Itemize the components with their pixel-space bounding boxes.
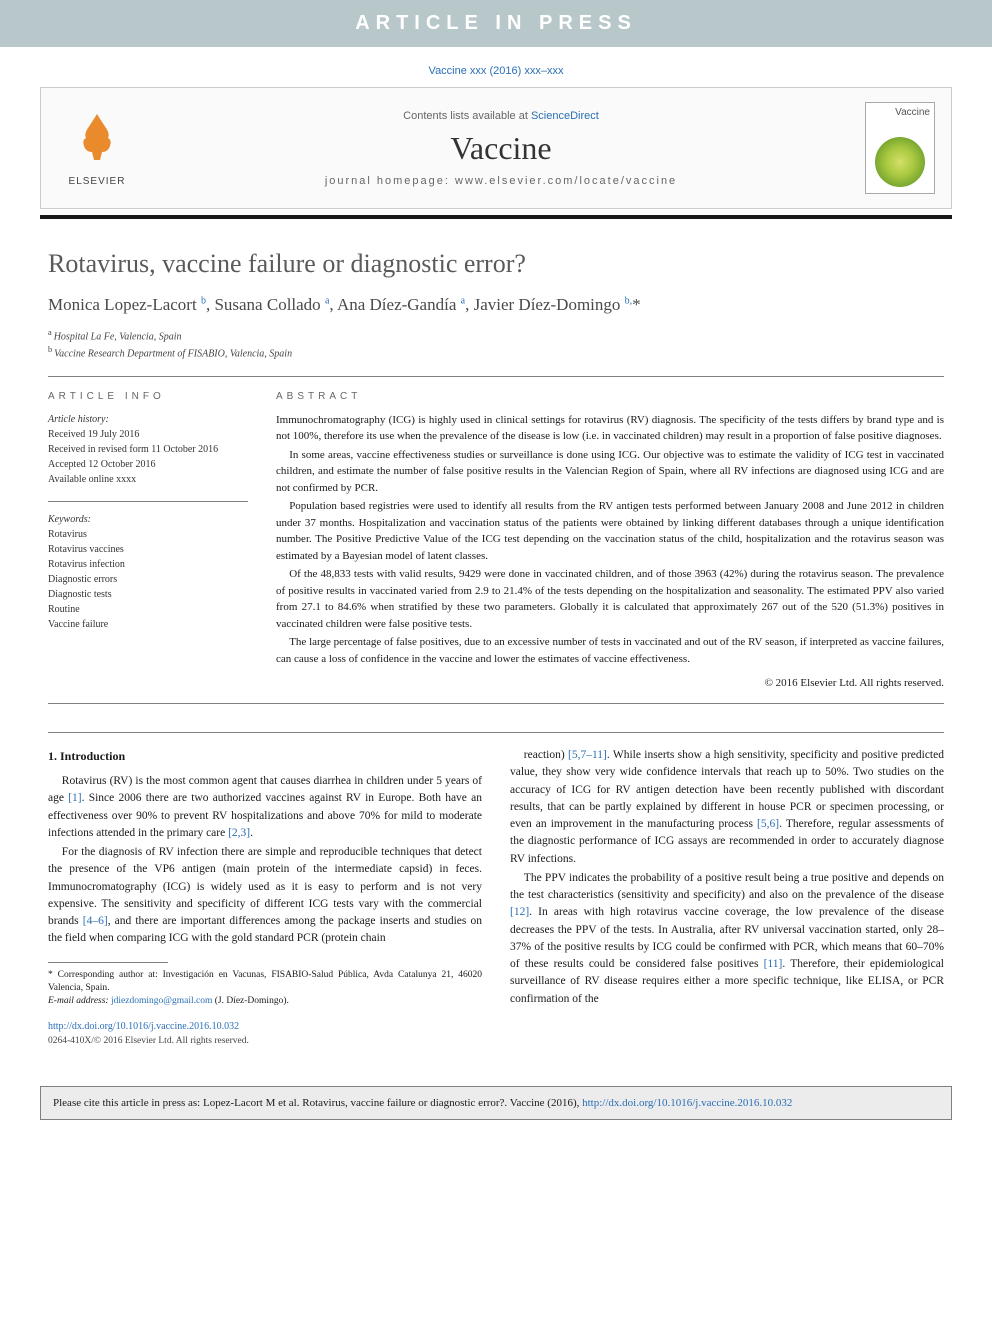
body-col-right: reaction) [5,7–11]. While inserts show a… [510, 747, 944, 1048]
separator [48, 703, 944, 704]
sciencedirect-link[interactable]: ScienceDirect [531, 110, 599, 122]
cite-doi-link[interactable]: http://dx.doi.org/10.1016/j.vaccine.2016… [582, 1097, 792, 1109]
footnote-separator [48, 962, 168, 963]
doi-link[interactable]: http://dx.doi.org/10.1016/j.vaccine.2016… [48, 1021, 239, 1032]
cite-this-box: Please cite this article in press as: Lo… [40, 1086, 952, 1121]
abstract-heading: ABSTRACT [276, 391, 944, 402]
separator [48, 732, 944, 733]
in-press-banner: ARTICLE IN PRESS [0, 0, 992, 47]
article-info-heading: ARTICLE INFO [48, 391, 248, 402]
journal-cover: Vaccine [865, 102, 935, 194]
abstract-text: Immunochromatography (ICG) is highly use… [276, 412, 944, 668]
article-history: Article history: Received 19 July 2016Re… [48, 412, 248, 487]
elsevier-tree-icon [72, 110, 122, 174]
separator [48, 376, 944, 377]
body-col-left: 1. Introduction Rotavirus (RV) is the mo… [48, 747, 482, 1048]
elsevier-logo: ELSEVIER [57, 103, 137, 193]
doi-block: http://dx.doi.org/10.1016/j.vaccine.2016… [48, 1019, 482, 1048]
email-footnote: E-mail address: jdiezdomingo@gmail.com (… [48, 995, 482, 1008]
affiliations: aHospital La Fe, Valencia, SpainbVaccine… [48, 327, 944, 362]
journal-header: ELSEVIER Contents lists available at Sci… [40, 87, 952, 209]
section-heading: 1. Introduction [48, 747, 482, 765]
keywords-block: Keywords: RotavirusRotavirus vaccinesRot… [48, 512, 248, 632]
article-title: Rotavirus, vaccine failure or diagnostic… [48, 249, 944, 279]
abstract-copyright: © 2016 Elsevier Ltd. All rights reserved… [276, 677, 944, 689]
journal-homepage: journal homepage: www.elsevier.com/locat… [137, 175, 865, 187]
email-link[interactable]: jdiezdomingo@gmail.com [111, 996, 212, 1006]
elsevier-name: ELSEVIER [69, 176, 126, 187]
corresponding-author: * Corresponding author at: Investigación… [48, 969, 482, 996]
body-columns: 1. Introduction Rotavirus (RV) is the mo… [48, 747, 944, 1048]
contents-line: Contents lists available at ScienceDirec… [137, 110, 865, 122]
journal-name: Vaccine [137, 130, 865, 167]
cover-image-icon [875, 137, 925, 187]
authors-line: Monica Lopez-Lacort b, Susana Collado a,… [48, 295, 944, 315]
citation-top: Vaccine xxx (2016) xxx–xxx [0, 47, 992, 87]
